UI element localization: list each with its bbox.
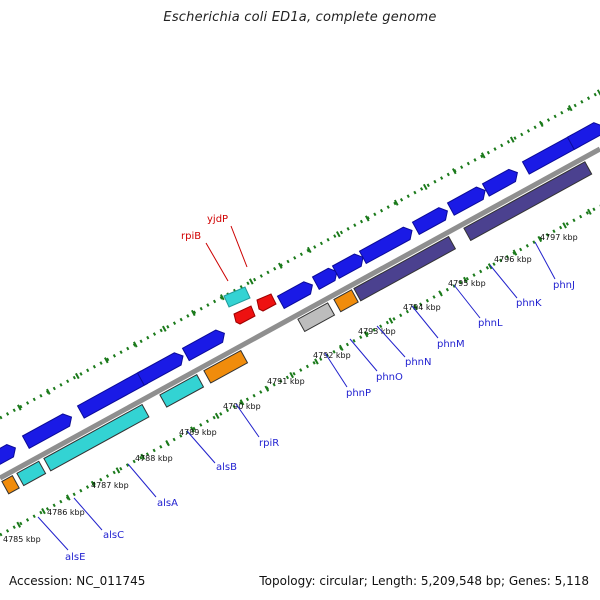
leader-line: [534, 241, 556, 280]
reverse-strand-genes: [1, 161, 593, 495]
reverse-gene-band: [43, 403, 150, 472]
gene-label-alsE: alsE: [65, 552, 85, 563]
reverse-gene-band: [159, 374, 205, 408]
gene-label-phnP: phnP: [346, 388, 371, 399]
position-label: 4786 kbp: [47, 508, 85, 517]
red-label-leaders: [205, 225, 248, 282]
inner-tick-ring: [0, 204, 600, 537]
genome-backbone: [0, 146, 600, 481]
leader-line: [324, 352, 348, 388]
accession-text: Accession: NC_011745: [9, 574, 146, 588]
gene-label-yjdP: yjdP: [207, 214, 228, 225]
leader-line: [453, 284, 481, 319]
gene-label-phnM: phnM: [437, 339, 465, 350]
gene-labels: alsE alsC alsA alsB rpiR phnP phnO phnN …: [65, 214, 575, 563]
reverse-gene-band: [463, 161, 593, 242]
forward-gene-arrow: [446, 186, 486, 216]
gene-label-phnK: phnK: [516, 298, 542, 309]
gene-label-phnL: phnL: [478, 318, 503, 329]
position-label: 4796 kbp: [494, 255, 532, 264]
reverse-gene-band: [297, 302, 336, 333]
leader-line: [235, 403, 260, 438]
leader-line: [127, 463, 157, 498]
position-label: 4794 kbp: [403, 303, 441, 312]
forward-gene-arrow: [481, 168, 518, 197]
genome-summary-text: Topology: circular; Length: 5,209,548 bp…: [259, 574, 589, 588]
reverse-gene-band: [203, 349, 249, 384]
gene-label-leaders: [37, 241, 556, 551]
forward-gene-arrow: [0, 444, 16, 465]
hypothetical-genes: [223, 286, 277, 325]
gene-yjdP: [256, 293, 277, 312]
leader-line: [349, 338, 378, 372]
gene-rpiB: [223, 286, 251, 308]
gene-label-alsC: alsC: [103, 530, 124, 541]
leader-line: [489, 264, 518, 299]
forward-gene-arrow: [411, 207, 448, 236]
reverse-gene-band: [353, 235, 457, 302]
reverse-gene-band: [16, 460, 47, 487]
gene-label-rpiB: rpiB: [181, 231, 201, 242]
position-label: 4793 kbp: [358, 327, 396, 336]
leader-line: [205, 242, 229, 282]
map-title: Escherichia coli ED1a, complete genome: [163, 10, 437, 25]
forward-gene-arrow: [358, 226, 413, 265]
gene-label-alsA: alsA: [157, 498, 178, 509]
forward-gene-arrow: [311, 267, 338, 290]
forward-gene-arrow: [181, 329, 225, 362]
forward-gene-arrow: [276, 281, 313, 310]
position-label: 4797 kbp: [540, 233, 578, 242]
leader-line: [376, 325, 406, 358]
position-label: 4787 kbp: [91, 481, 129, 490]
gene-label-rpiR: rpiR: [259, 438, 279, 449]
gene-rpiB-red: [233, 305, 256, 325]
position-labels: 4785 kbp 4786 kbp 4787 kbp 4788 kbp 4789…: [3, 233, 578, 544]
position-label: 4791 kbp: [267, 377, 305, 386]
leader-line: [411, 305, 439, 339]
forward-strand-genes: [0, 122, 600, 465]
forward-gene-arrow: [136, 352, 184, 386]
leader-line: [37, 516, 69, 551]
position-label: 4785 kbp: [3, 535, 41, 544]
leader-line: [230, 225, 248, 268]
position-label: 4795 kbp: [448, 279, 486, 288]
position-label: 4790 kbp: [223, 402, 261, 411]
gene-label-phnN: phnN: [405, 357, 432, 368]
position-label: 4792 kbp: [313, 351, 351, 360]
position-label: 4789 kbp: [179, 428, 217, 437]
forward-gene-arrow: [331, 253, 364, 279]
position-label: 4788 kbp: [135, 454, 173, 463]
gene-label-alsB: alsB: [216, 462, 237, 473]
reverse-gene-band: [333, 289, 359, 313]
gene-label-phnJ: phnJ: [553, 280, 575, 291]
forward-gene-arrow: [566, 122, 600, 151]
leader-line: [73, 497, 103, 531]
gene-label-phnO: phnO: [376, 372, 403, 383]
reverse-gene-band: [1, 475, 20, 495]
leader-line: [186, 430, 216, 464]
forward-gene-arrow: [21, 413, 73, 449]
